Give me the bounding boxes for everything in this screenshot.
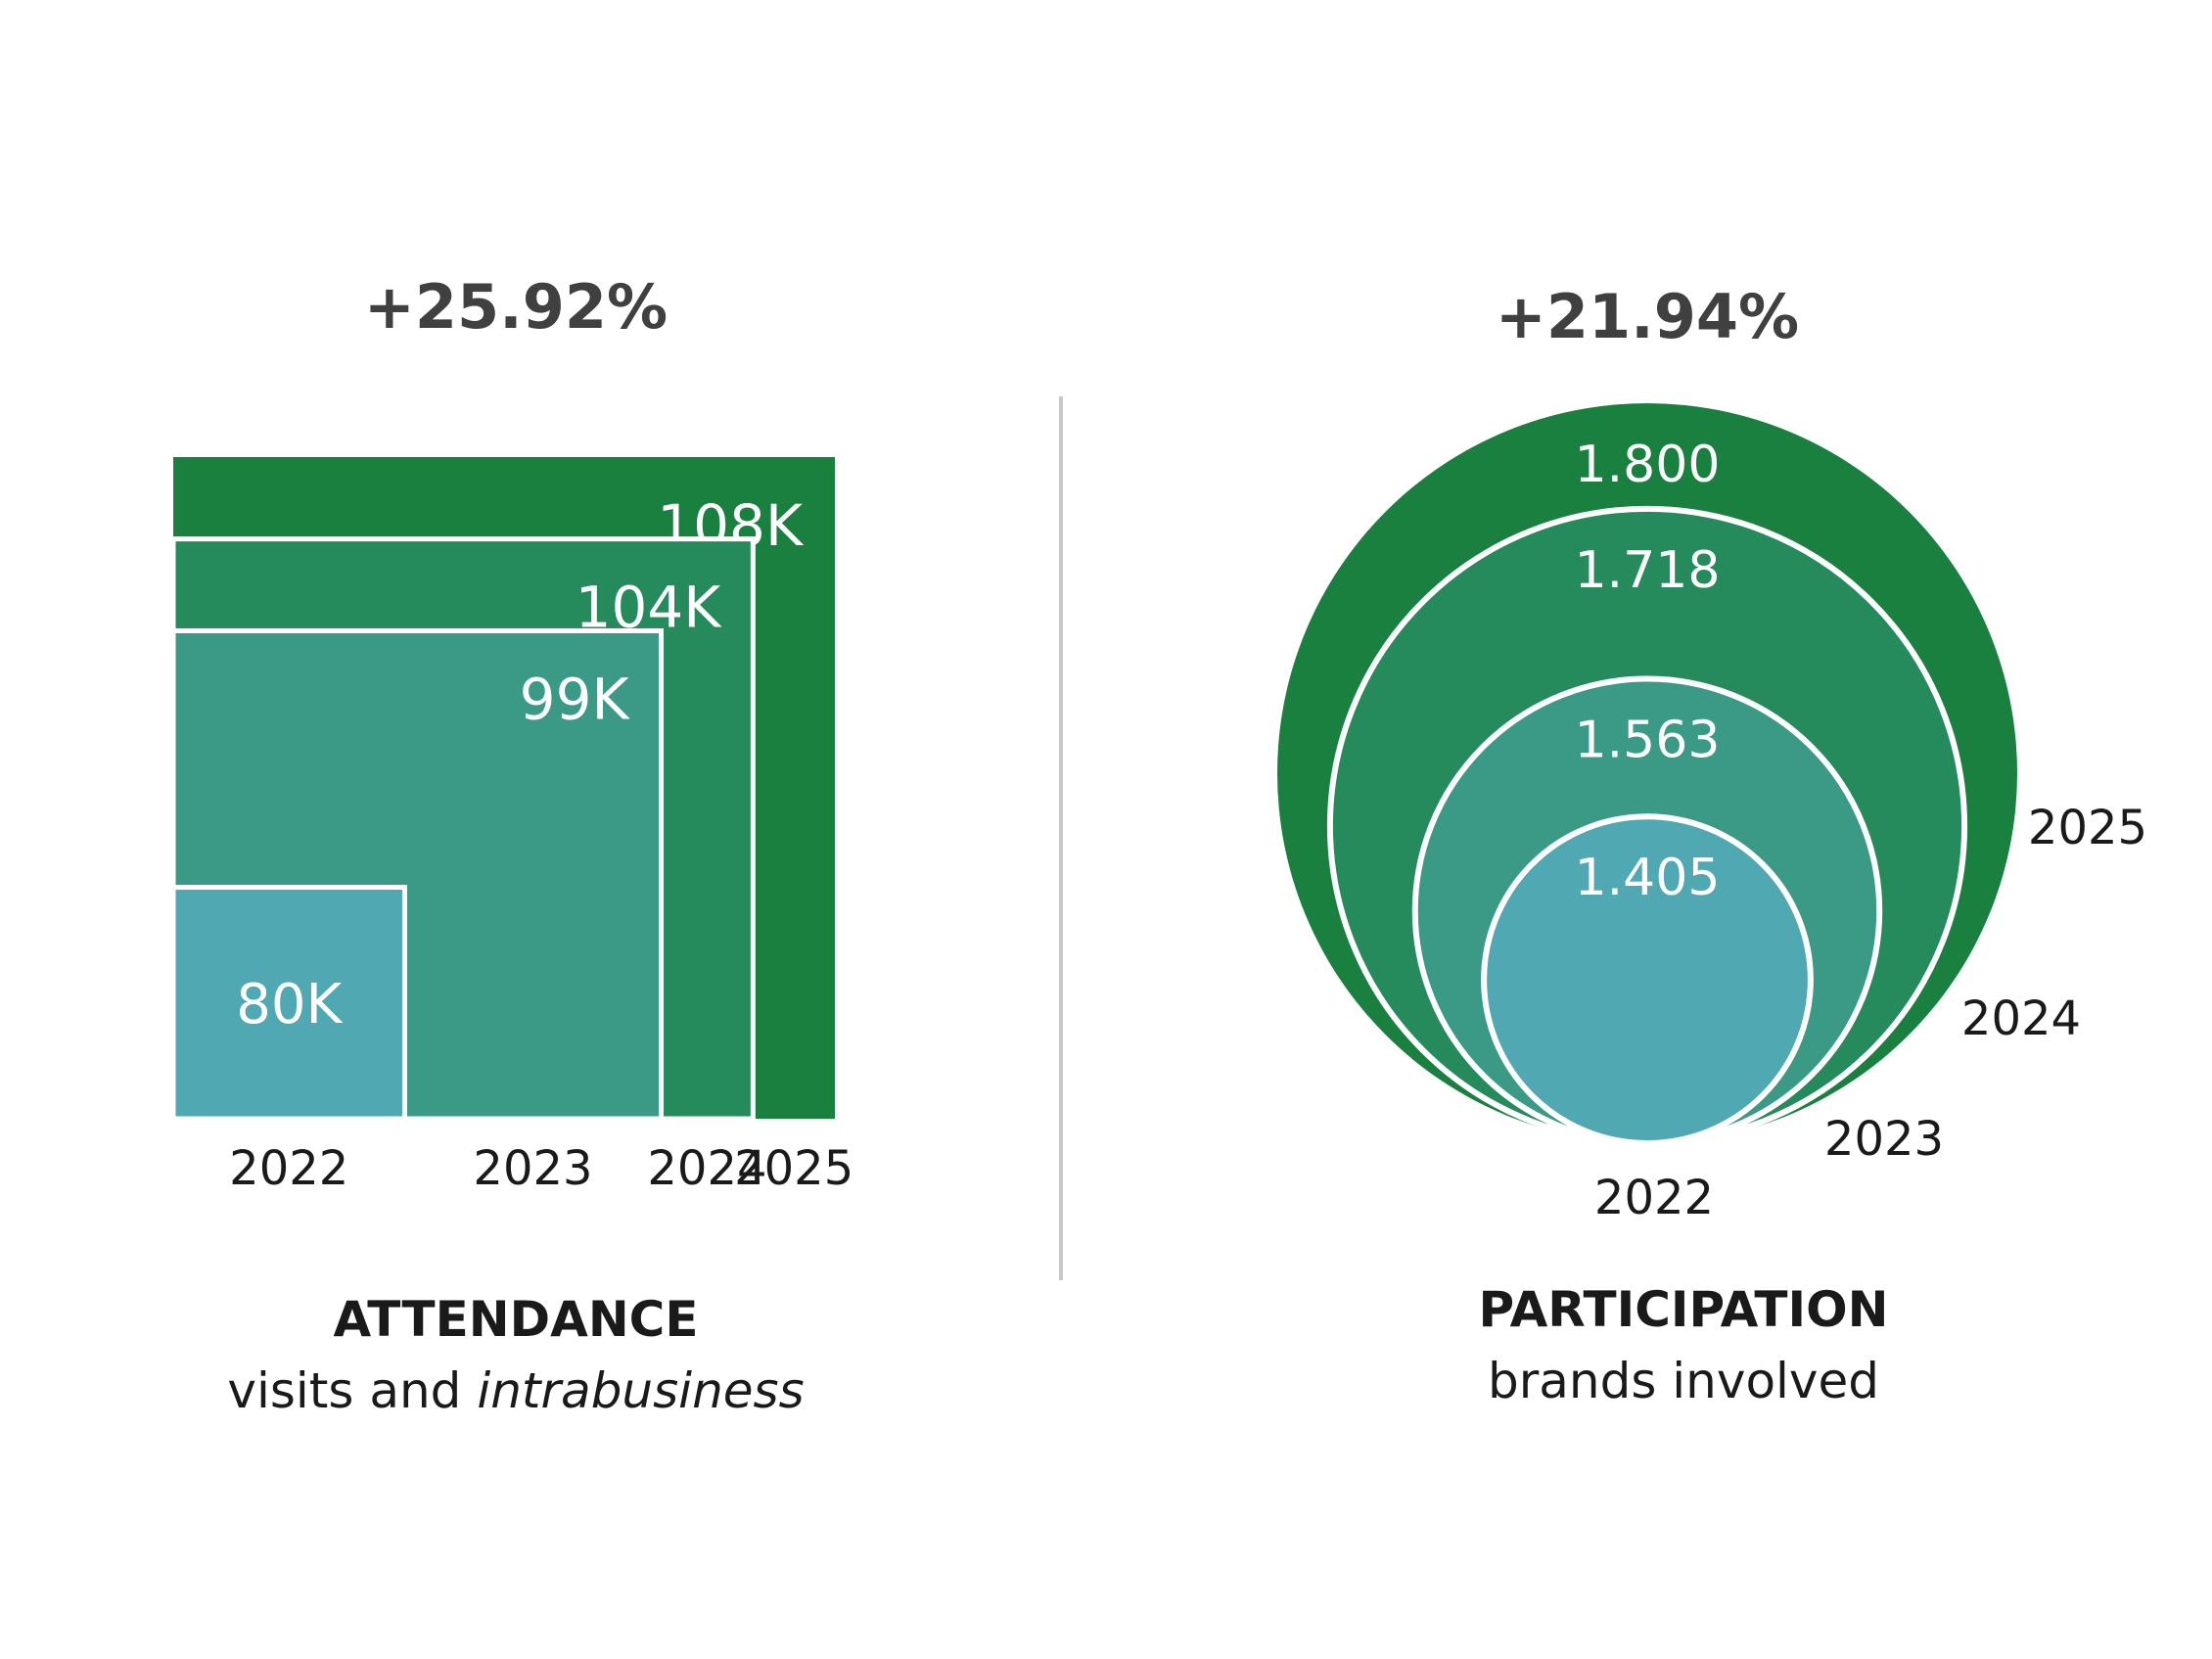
circle-year-label-2025: 2025 <box>2028 801 2147 855</box>
square-year-label-2023: 2023 <box>473 1141 592 1196</box>
circle-year-label-2023: 2023 <box>1824 1112 1944 1167</box>
circle-value-label-2025: 1.800 <box>1575 436 1721 494</box>
square-value-label-2022: 80K <box>236 973 343 1037</box>
square-year-label-2024: 2024 <box>647 1141 766 1196</box>
square-year-label-2025: 2025 <box>734 1141 853 1196</box>
attendance-growth-label: +25.92% <box>364 271 668 343</box>
attendance-subtitle-italic: intrabusiness <box>477 1362 804 1419</box>
circle-value-label-2024: 1.718 <box>1575 541 1721 600</box>
participation-growth-label: +21.94% <box>1496 281 1799 352</box>
square-2023 <box>170 627 665 1122</box>
square-value-label-2023: 99K <box>520 666 631 732</box>
circle-year-label-2024: 2024 <box>1961 991 2081 1046</box>
participation-subtitle: brands involved <box>1488 1353 1879 1409</box>
participation-circles: 1.800 1.718 1.563 1.405 <box>1277 403 2017 1147</box>
attendance-title: ATTENDANCE <box>333 1291 698 1348</box>
circle-2022 <box>1481 813 1814 1146</box>
square-year-label-2022: 2022 <box>229 1141 348 1196</box>
circle-year-label-2022: 2022 <box>1594 1171 1714 1225</box>
attendance-subtitle: visits and intrabusiness <box>227 1362 804 1419</box>
square-2022 <box>170 885 407 1122</box>
circle-value-label-2023: 1.563 <box>1575 712 1721 770</box>
participation-title: PARTICIPATION <box>1479 1281 1889 1338</box>
circle-value-label-2022: 1.405 <box>1575 849 1721 907</box>
participation-year-labels: 2022 2023 2024 2025 <box>1594 801 2147 1225</box>
attendance-subtitle-plain: visits and <box>227 1362 477 1419</box>
